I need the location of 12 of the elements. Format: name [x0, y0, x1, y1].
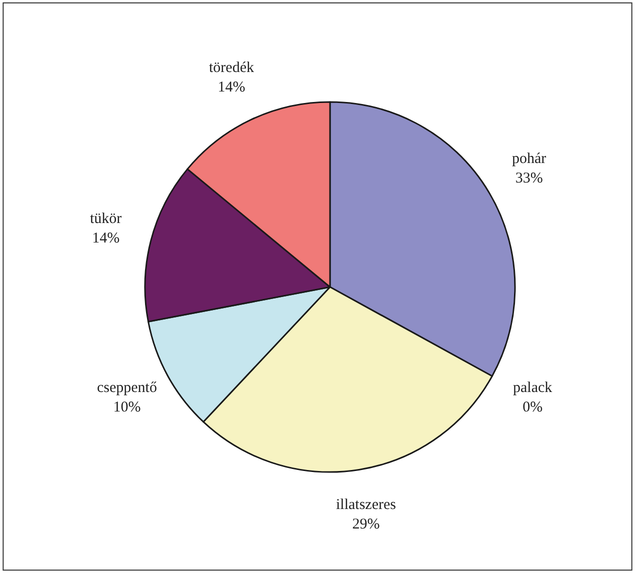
slice-label: cseppentő — [97, 380, 157, 396]
slice-label: pohár — [512, 151, 546, 167]
data-label: 10% — [113, 400, 141, 416]
category-label: palack — [513, 380, 552, 396]
data-label: 14% — [92, 230, 120, 246]
data-label: 33% — [515, 170, 543, 186]
data-label: 14% — [218, 80, 246, 96]
slice-label: tükör — [90, 211, 122, 227]
data-label: 29% — [352, 516, 380, 532]
text: 0% — [522, 400, 543, 416]
slice-label: illatszeres — [336, 497, 396, 513]
slice-label: töredék — [209, 60, 254, 76]
